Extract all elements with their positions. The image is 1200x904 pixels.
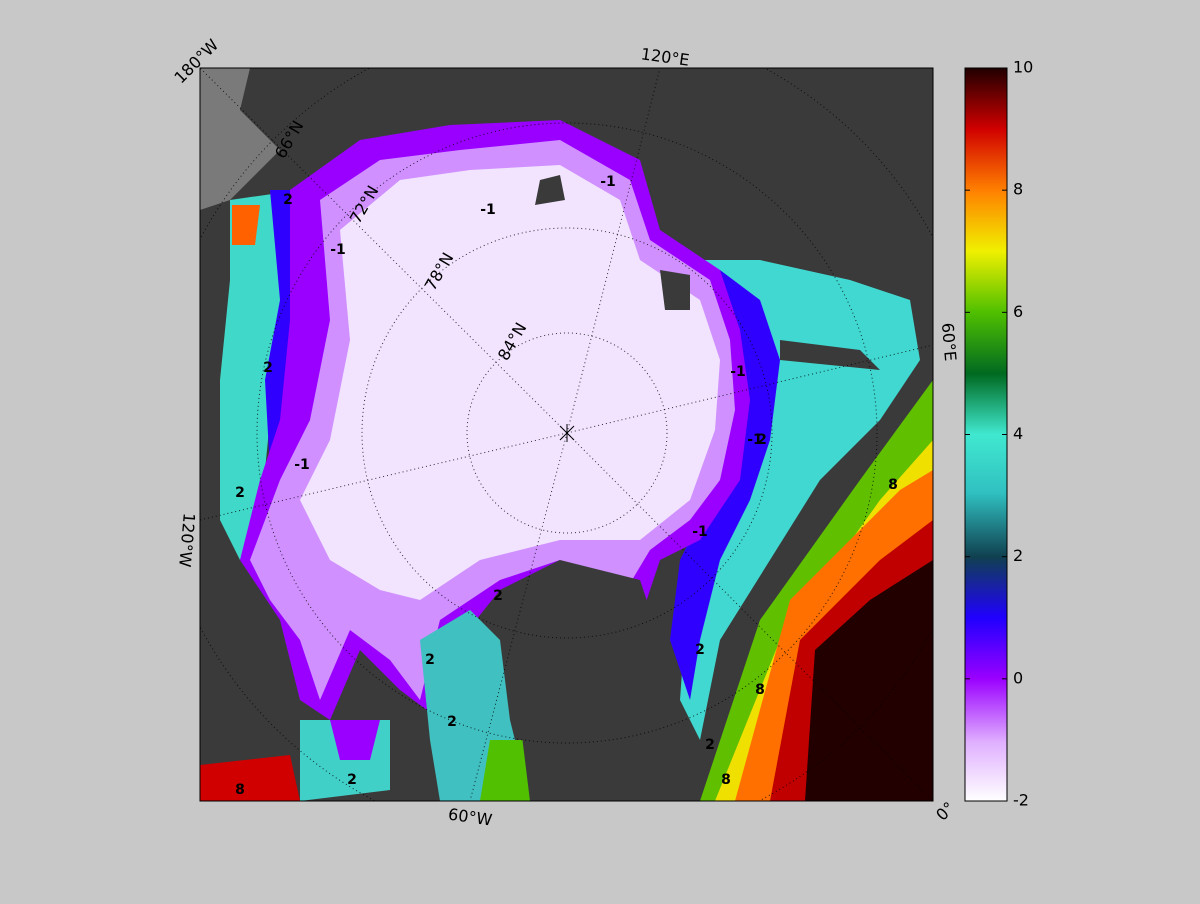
contour-labels: -1 -1 -1 -1 -1 -1 -1 2 2 2 2 2 2 2 2 2 2… [235,174,898,798]
longitude-label: 120°E [640,44,691,70]
colorbar-tick-label: 4 [1013,424,1023,443]
contour-label: -1 [480,202,496,218]
contour-label: 2 [757,432,767,448]
colorbar-tick-label: 8 [1013,180,1023,199]
colorbar [964,67,1008,802]
contour-label: 2 [493,588,503,604]
colorbar-tick-label: 2 [1013,546,1023,565]
contour-label: 2 [425,652,435,668]
contour-label: 8 [755,682,765,698]
contour-label: 2 [695,642,705,658]
contour-label: 8 [235,782,245,798]
colorbar-tick-label: 0 [1013,668,1023,687]
contour-label: -1 [294,457,310,473]
longitude-label: 120°W [175,512,199,568]
contour-label: 8 [721,772,731,788]
contour-label: 8 [888,477,898,493]
colorbar-tick-label: 10 [1013,58,1033,77]
longitude-label: 60°E [938,322,960,362]
map-area [200,68,933,801]
contour-label: -1 [730,364,746,380]
map-frame [199,67,934,802]
contour-label: -1 [330,242,346,258]
contour-label: 2 [705,737,715,753]
contour-label: -1 [600,174,616,190]
contour-label: -1 [692,524,708,540]
longitude-label: 60°W [447,805,494,830]
contour-label: 2 [447,714,457,730]
colorbar-tick-label: 6 [1013,302,1023,321]
contour-label: -1 [747,432,763,448]
contour-label: 2 [263,360,273,376]
contour-label: 2 [235,485,245,501]
contour-label: 2 [347,772,357,788]
contour-label: 2 [283,192,293,208]
longitude-label: 0° [932,798,958,824]
colorbar-tick-label: -2 [1013,791,1029,810]
